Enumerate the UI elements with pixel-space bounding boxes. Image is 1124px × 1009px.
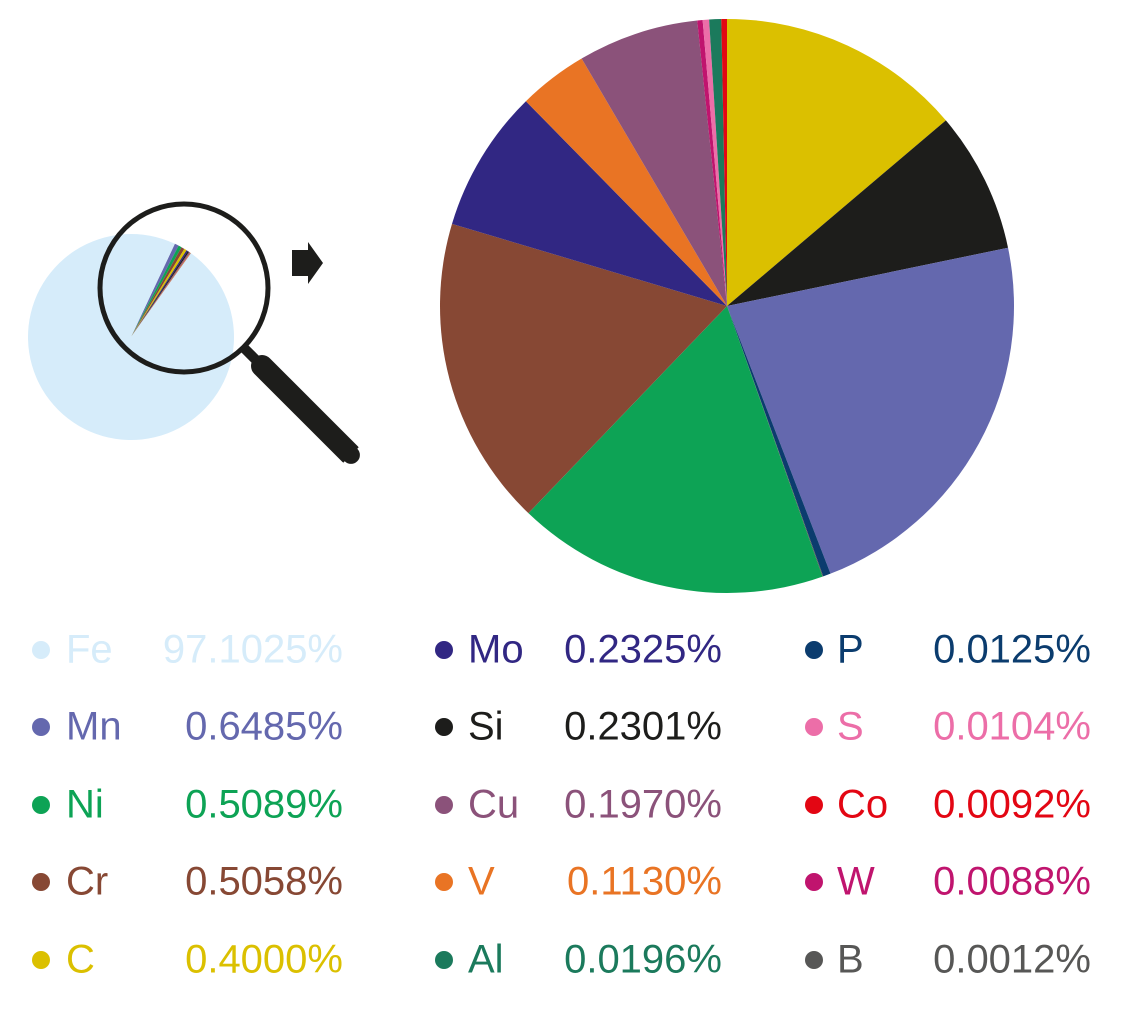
overview-pie <box>27 233 234 440</box>
legend-dot <box>805 951 823 969</box>
legend-dot <box>805 718 823 736</box>
detail-pie <box>440 19 1015 594</box>
legend-dot <box>32 718 50 736</box>
legend-label: Co <box>837 783 888 827</box>
legend: Fe 97.1025% Mn 0.6485% Ni 0.5089% Cr 0.5058% C 0.… <box>32 628 1091 982</box>
slice <box>131 250 188 337</box>
legend-label: B <box>837 938 864 982</box>
zoom-arrow <box>292 242 323 284</box>
slice <box>131 247 185 337</box>
slice <box>131 253 192 337</box>
slice <box>131 253 191 337</box>
legend-label: S <box>837 705 864 749</box>
magnifier-lens <box>97 201 271 375</box>
legend-label: Fe <box>66 628 113 672</box>
legend-label: Ni <box>66 783 104 827</box>
legend-dot <box>435 796 453 814</box>
legend-dot <box>32 873 50 891</box>
legend-value: 0.0092% <box>933 783 1091 827</box>
legend-dot <box>435 873 453 891</box>
slice <box>452 101 727 306</box>
slice <box>581 20 727 307</box>
legend-label: P <box>837 628 864 672</box>
legend-label: C <box>66 938 95 982</box>
slice <box>727 120 1009 306</box>
legend-value: 0.2325% <box>564 628 722 672</box>
slice <box>727 19 946 306</box>
slice <box>525 58 727 306</box>
slice <box>131 253 191 337</box>
slice <box>727 306 831 577</box>
legend-value: 0.1130% <box>567 860 722 904</box>
slice <box>702 19 727 307</box>
legend-dot <box>435 951 453 969</box>
slice <box>697 20 727 306</box>
legend-value: 0.1970% <box>564 783 722 827</box>
legend-label: Cr <box>66 860 108 904</box>
legend-value: 0.5089% <box>185 783 343 827</box>
slice <box>131 245 182 337</box>
legend-value: 0.2301% <box>564 705 722 749</box>
slice <box>131 253 191 337</box>
legend-value: 0.6485% <box>185 705 343 749</box>
slice <box>131 251 190 337</box>
legend-dot <box>805 641 823 659</box>
legend-label: Si <box>468 705 504 749</box>
legend-label: W <box>837 860 875 904</box>
slice <box>709 19 727 307</box>
handle-highlight <box>343 447 362 466</box>
legend-value: 0.4000% <box>185 938 343 982</box>
magnifier-handle <box>251 355 361 465</box>
legend-dot <box>435 641 453 659</box>
legend-dot <box>32 951 50 969</box>
legend-label: V <box>468 860 495 904</box>
legend-value: 0.0104% <box>933 705 1091 749</box>
slice <box>440 223 727 514</box>
legend-dot <box>32 796 50 814</box>
magnifier <box>97 201 362 466</box>
slice <box>131 243 179 337</box>
legend-dot <box>805 796 823 814</box>
slice <box>721 19 727 306</box>
legend-dot <box>805 873 823 891</box>
legend-value: 0.0012% <box>933 938 1091 982</box>
legend-label: Mn <box>66 705 122 749</box>
slice <box>27 233 234 440</box>
legend-label: Mo <box>468 628 524 672</box>
slice <box>131 251 191 337</box>
legend-dot <box>435 718 453 736</box>
slice <box>727 306 824 577</box>
legend-value: 0.0125% <box>933 628 1091 672</box>
legend-label: Al <box>468 938 504 982</box>
legend-label: Cu <box>468 783 519 827</box>
legend-value: 0.0088% <box>933 860 1091 904</box>
legend-value: 0.5058% <box>185 860 343 904</box>
slice <box>727 247 1015 574</box>
slice <box>131 253 192 337</box>
legend-value: 97.1025% <box>163 628 343 672</box>
legend-dot <box>32 641 50 659</box>
legend-value: 0.0196% <box>564 938 722 982</box>
slice <box>131 252 191 337</box>
slice <box>528 306 823 594</box>
slice <box>131 248 187 337</box>
slice <box>131 253 191 337</box>
